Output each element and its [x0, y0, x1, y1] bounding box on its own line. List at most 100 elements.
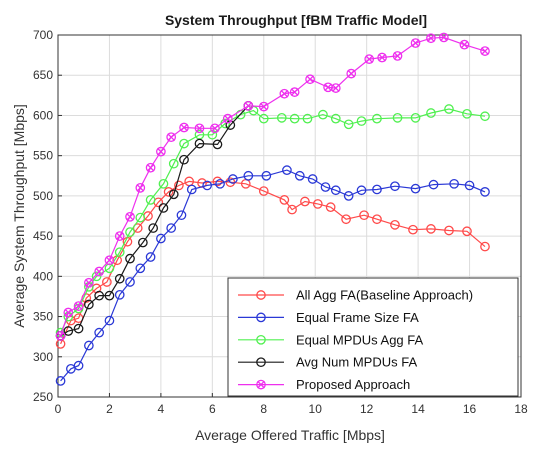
- data-point: [114, 231, 125, 241]
- x-tick-label: 6: [209, 402, 216, 416]
- data-point: [174, 180, 184, 191]
- legend-label: Equal Frame Size FA: [296, 310, 419, 325]
- data-point: [392, 113, 403, 123]
- data-point: [166, 223, 177, 233]
- data-point: [462, 108, 472, 119]
- data-point: [156, 233, 166, 244]
- data-point: [330, 185, 341, 196]
- data-point: [166, 132, 177, 143]
- legend-entry: Equal MPDUs Agg FA: [238, 332, 423, 347]
- data-point: [258, 101, 269, 112]
- data-point: [104, 315, 115, 326]
- data-point: [390, 219, 400, 230]
- data-point: [444, 104, 454, 114]
- legend-box: [227, 277, 519, 397]
- data-point: [202, 180, 213, 191]
- plot-frame: [57, 34, 522, 398]
- data-point: [179, 122, 189, 133]
- data-point: [279, 195, 290, 205]
- legend-label: Proposed Approach: [296, 377, 410, 392]
- data-point: [480, 111, 490, 122]
- data-point: [279, 88, 290, 99]
- data-point: [390, 181, 400, 192]
- data-point: [325, 202, 336, 213]
- data-point: [276, 113, 287, 123]
- data-point: [438, 32, 449, 43]
- series-3: [55, 100, 254, 341]
- data-point: [243, 170, 254, 181]
- data-point: [372, 214, 382, 225]
- legend-marker: [256, 357, 266, 368]
- data-point: [215, 178, 225, 189]
- legend: All Agg FA(Baseline Approach) Equal Frame…: [227, 277, 519, 397]
- x-axis-ticks: 0 2 4 6 8 10 12 14 16 18: [55, 393, 528, 416]
- data-point: [410, 113, 421, 123]
- data-point: [94, 266, 105, 277]
- data-point: [63, 307, 74, 318]
- x-tick-label: 0: [55, 402, 62, 416]
- x-tick-label: 12: [360, 402, 374, 416]
- data-point: [305, 74, 315, 85]
- x-axis-label: Average Offered Traffic [Mbps]: [195, 427, 385, 443]
- legend-marker: [256, 290, 266, 300]
- legend-marker: [256, 312, 266, 323]
- data-point: [125, 253, 135, 264]
- data-point: [158, 178, 169, 189]
- data-point: [228, 174, 238, 184]
- data-point: [302, 113, 313, 124]
- data-point: [168, 189, 179, 200]
- data-point: [84, 277, 94, 288]
- data-point: [179, 138, 189, 149]
- data-point: [114, 247, 125, 258]
- data-point: [138, 237, 148, 248]
- data-point: [289, 87, 300, 97]
- data-point: [428, 179, 439, 190]
- data-point: [73, 360, 84, 371]
- series-line: [60, 105, 249, 337]
- data-point: [114, 273, 125, 284]
- data-point: [459, 39, 470, 50]
- legend-entry: Avg Num MPDUs FA: [238, 355, 417, 370]
- y-tick-label: 650: [33, 68, 53, 82]
- chart-title: System Throughput [fBM Traffic Model]: [165, 12, 427, 28]
- data-point: [289, 113, 300, 124]
- data-point: [343, 191, 354, 201]
- data-point: [94, 290, 105, 301]
- data-point: [94, 327, 105, 338]
- legend-marker: [256, 379, 266, 390]
- data-point: [102, 277, 112, 287]
- y-axis-ticks: 250 300 350 400 450 500 550 600 650 700: [33, 28, 62, 404]
- legend-marker: [256, 334, 266, 345]
- data-point: [104, 290, 115, 301]
- data-point: [282, 165, 292, 175]
- data-point: [330, 113, 341, 124]
- data-point: [426, 33, 436, 44]
- data-point: [104, 255, 115, 266]
- data-point: [346, 68, 357, 79]
- legend-label: Avg Num MPDUs FA: [296, 355, 417, 370]
- data-point: [84, 299, 94, 310]
- data-point: [145, 162, 156, 173]
- data-point: [408, 224, 418, 235]
- data-point: [392, 51, 403, 61]
- series-1: [55, 165, 490, 386]
- data-point: [168, 158, 179, 169]
- data-point: [145, 252, 156, 262]
- data-point: [464, 180, 475, 191]
- y-tick-label: 300: [33, 350, 53, 364]
- y-tick-label: 500: [33, 189, 53, 203]
- data-point: [307, 174, 318, 184]
- data-point: [480, 241, 490, 252]
- legend-entry: Equal Frame Size FA: [238, 310, 419, 325]
- data-point: [156, 146, 166, 157]
- data-point: [63, 326, 74, 336]
- data-point: [243, 100, 254, 111]
- data-point: [125, 211, 135, 222]
- data-point: [364, 54, 375, 64]
- data-point: [312, 199, 323, 209]
- data-point: [135, 263, 146, 274]
- data-point: [341, 214, 351, 225]
- y-tick-label: 250: [33, 390, 53, 404]
- data-point: [91, 271, 102, 282]
